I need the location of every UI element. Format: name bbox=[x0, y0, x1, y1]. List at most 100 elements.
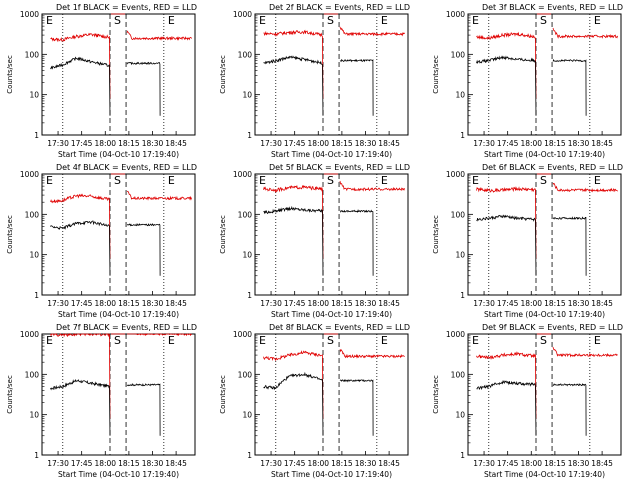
event-marker-label: S bbox=[540, 174, 547, 187]
lld-series-line bbox=[339, 348, 405, 359]
plot-frame bbox=[41, 173, 196, 296]
plot-frame bbox=[41, 13, 196, 136]
chart-title: Det 8f BLACK = Events, RED = LLD bbox=[269, 323, 410, 332]
lld-series-line bbox=[476, 31, 537, 99]
detector-chart: Det 8f BLACK = Events, RED = LLD Counts/s… bbox=[219, 323, 410, 479]
y-tick-label: 1 bbox=[460, 291, 465, 300]
lld-series-line bbox=[50, 333, 111, 419]
chart-title: Det 3f BLACK = Events, RED = LLD bbox=[482, 3, 623, 12]
x-tick-label: 18:00 bbox=[520, 139, 542, 148]
detector-panel: Det 5f BLACK = Events, RED = LLD Counts/s… bbox=[213, 160, 426, 320]
detector-chart: Det 1f BLACK = Events, RED = LLD Counts/s… bbox=[6, 3, 197, 159]
detector-chart: Det 6f BLACK = Events, RED = LLD Counts/s… bbox=[432, 163, 623, 319]
x-tick-label: 18:30 bbox=[142, 459, 164, 468]
y-axis-label: Counts/sec bbox=[6, 375, 14, 414]
y-tick-label: 10 bbox=[29, 251, 39, 260]
x-tick-label: 17:45 bbox=[71, 299, 93, 308]
y-axis-label: Counts/sec bbox=[432, 375, 440, 414]
y-axis-label: Counts/sec bbox=[6, 55, 14, 94]
y-tick-label: 1000 bbox=[233, 10, 252, 19]
x-tick-label: 17:45 bbox=[497, 299, 519, 308]
events-series-line bbox=[50, 220, 111, 276]
plot-frame bbox=[467, 13, 622, 136]
x-tick-label: 18:00 bbox=[94, 139, 116, 148]
lld-series-line bbox=[339, 180, 405, 192]
x-tick-label: 18:45 bbox=[591, 299, 613, 308]
event-marker-label: E bbox=[259, 334, 266, 347]
detector-panel: Det 6f BLACK = Events, RED = LLD Counts/s… bbox=[426, 160, 639, 320]
x-tick-label: 18:00 bbox=[520, 459, 542, 468]
detector-chart: Det 3f BLACK = Events, RED = LLD Counts/s… bbox=[432, 3, 623, 159]
y-tick-label: 1 bbox=[460, 451, 465, 460]
x-axis-label: Start Time (04-Oct-10 17:19:40) bbox=[58, 470, 179, 479]
detector-panel: Det 9f BLACK = Events, RED = LLD Counts/s… bbox=[426, 320, 639, 480]
x-tick-label: 18:45 bbox=[378, 299, 400, 308]
x-tick-label: 18:30 bbox=[142, 299, 164, 308]
event-marker-label: S bbox=[114, 334, 121, 347]
x-tick-label: 18:15 bbox=[118, 139, 140, 148]
events-series-line bbox=[263, 205, 324, 276]
event-marker-label: E bbox=[168, 174, 175, 187]
x-tick-label: 17:30 bbox=[47, 459, 69, 468]
detector-chart: Det 7f BLACK = Events, RED = LLD Counts/s… bbox=[6, 323, 197, 479]
lld-series-line bbox=[476, 351, 537, 419]
events-series-line bbox=[126, 383, 161, 436]
event-marker-label: E bbox=[381, 14, 388, 27]
event-marker-label: S bbox=[327, 334, 334, 347]
y-tick-label: 100 bbox=[451, 210, 466, 219]
event-marker-label: E bbox=[472, 334, 479, 347]
x-tick-label: 17:30 bbox=[260, 139, 282, 148]
y-tick-label: 10 bbox=[242, 251, 252, 260]
x-axis-label: Start Time (04-Oct-10 17:19:40) bbox=[271, 470, 392, 479]
x-tick-label: 17:45 bbox=[284, 139, 306, 148]
x-tick-label: 18:00 bbox=[307, 139, 329, 148]
x-tick-label: 17:45 bbox=[497, 459, 519, 468]
x-tick-label: 17:30 bbox=[260, 459, 282, 468]
event-marker-label: E bbox=[381, 334, 388, 347]
event-marker-label: E bbox=[168, 334, 175, 347]
x-tick-label: 18:15 bbox=[544, 459, 566, 468]
y-tick-label: 1000 bbox=[233, 330, 252, 339]
lld-series-line bbox=[263, 29, 324, 99]
detector-panel: Det 2f BLACK = Events, RED = LLD Counts/s… bbox=[213, 0, 426, 160]
y-tick-label: 10 bbox=[29, 411, 39, 420]
detector-chart: Det 9f BLACK = Events, RED = LLD Counts/s… bbox=[432, 323, 623, 479]
event-marker-label: E bbox=[381, 174, 388, 187]
events-series-line bbox=[126, 61, 161, 116]
event-marker-label: E bbox=[168, 14, 175, 27]
lld-series-line bbox=[552, 346, 618, 358]
y-tick-label: 100 bbox=[451, 50, 466, 59]
y-axis-label: Counts/sec bbox=[219, 55, 227, 94]
x-tick-label: 17:45 bbox=[284, 299, 306, 308]
detector-chart: Det 5f BLACK = Events, RED = LLD Counts/s… bbox=[219, 163, 410, 319]
event-marker-label: S bbox=[114, 174, 121, 187]
events-series-line bbox=[127, 223, 161, 276]
x-tick-label: 18:45 bbox=[591, 139, 613, 148]
chart-title: Det 1f BLACK = Events, RED = LLD bbox=[56, 3, 197, 12]
event-marker-label: S bbox=[540, 334, 547, 347]
x-tick-label: 17:30 bbox=[47, 139, 69, 148]
x-tick-label: 18:15 bbox=[118, 459, 140, 468]
chart-title: Det 7f BLACK = Events, RED = LLD bbox=[56, 323, 197, 332]
x-axis-label: Start Time (04-Oct-10 17:19:40) bbox=[271, 150, 392, 159]
x-tick-label: 18:15 bbox=[331, 459, 353, 468]
lld-series-line bbox=[50, 32, 111, 99]
y-tick-label: 10 bbox=[242, 91, 252, 100]
detector-panel: Det 1f BLACK = Events, RED = LLD Counts/s… bbox=[0, 0, 213, 160]
x-tick-label: 18:00 bbox=[520, 299, 542, 308]
x-tick-label: 18:45 bbox=[591, 459, 613, 468]
y-axis-label: Counts/sec bbox=[219, 215, 227, 254]
x-tick-label: 18:00 bbox=[307, 299, 329, 308]
lld-series-line bbox=[263, 184, 324, 259]
x-tick-label: 18:00 bbox=[94, 459, 116, 468]
x-tick-label: 17:45 bbox=[284, 459, 306, 468]
x-tick-label: 18:30 bbox=[355, 299, 377, 308]
lld-series-line bbox=[126, 30, 192, 41]
lld-series-line bbox=[552, 27, 618, 39]
x-tick-label: 18:15 bbox=[544, 139, 566, 148]
events-series-line bbox=[339, 379, 374, 436]
x-tick-label: 17:30 bbox=[260, 299, 282, 308]
event-marker-label: E bbox=[472, 14, 479, 27]
x-tick-label: 18:15 bbox=[544, 299, 566, 308]
